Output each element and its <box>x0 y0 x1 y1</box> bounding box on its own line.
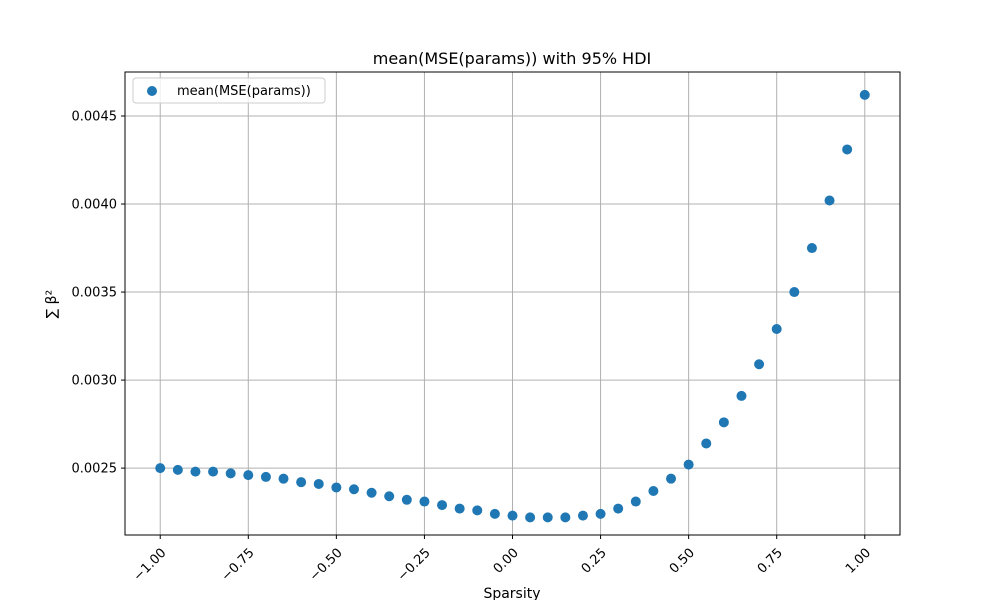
data-point <box>296 477 307 488</box>
data-point <box>313 478 324 489</box>
data-point <box>419 496 430 507</box>
data-points <box>155 89 870 523</box>
data-point <box>771 324 782 335</box>
legend-label: mean(MSE(params)) <box>177 84 311 99</box>
y-tick-label: 0.0035 <box>72 286 118 301</box>
data-point <box>859 89 870 100</box>
legend-marker <box>147 86 157 96</box>
data-point <box>806 243 817 254</box>
data-point <box>348 484 359 495</box>
data-point <box>560 512 571 523</box>
data-point <box>190 466 201 477</box>
data-point <box>507 510 518 521</box>
x-tick-label: −0.75 <box>219 546 258 585</box>
data-point <box>648 485 659 496</box>
y-tick-label: 0.0030 <box>72 374 118 389</box>
x-tick-label: 0.75 <box>755 546 786 577</box>
data-point <box>331 482 342 493</box>
legend: mean(MSE(params)) <box>132 77 326 104</box>
data-point <box>718 417 729 428</box>
data-point <box>278 473 289 484</box>
x-tick-label: 0.25 <box>579 546 610 577</box>
x-axis-label: Sparsity <box>483 586 540 600</box>
data-point <box>595 508 606 519</box>
x-tick-label: −1.00 <box>131 546 170 585</box>
data-point <box>630 496 641 507</box>
data-point <box>437 500 448 511</box>
y-tick-label: 0.0045 <box>72 110 118 125</box>
data-point <box>736 390 747 401</box>
data-point <box>384 491 395 502</box>
data-point <box>577 510 588 521</box>
data-point <box>260 471 271 482</box>
data-point <box>225 468 236 479</box>
data-point <box>401 494 412 505</box>
data-point <box>842 144 853 155</box>
data-point <box>155 463 166 474</box>
data-point <box>701 438 712 449</box>
data-point <box>243 470 254 481</box>
x-tick-label: −0.25 <box>395 546 434 585</box>
x-tick-label: −0.50 <box>307 546 346 585</box>
data-point <box>172 464 183 475</box>
data-point <box>454 503 465 514</box>
data-point <box>208 466 219 477</box>
data-point <box>489 508 500 519</box>
data-point <box>542 512 553 523</box>
x-tick-label: 1.00 <box>843 546 874 577</box>
data-point <box>525 512 536 523</box>
data-point <box>683 459 694 470</box>
data-point <box>366 487 377 498</box>
y-tick-label: 0.0025 <box>72 462 118 477</box>
data-point <box>789 287 800 298</box>
data-point <box>472 505 483 516</box>
y-tick-label: 0.0040 <box>72 198 118 213</box>
y-axis: 0.0025 0.0030 0.0035 0.0040 0.0045 <box>72 110 125 477</box>
x-tick-label: 0.50 <box>667 546 698 577</box>
data-point <box>666 473 677 484</box>
x-axis: −1.00 −0.75 −0.50 −0.25 0.00 0.25 0.50 0.75 1.00 <box>131 535 874 584</box>
x-tick-label: 0.00 <box>491 546 522 577</box>
data-point <box>824 195 835 206</box>
y-axis-label: ∑ β² <box>44 290 60 318</box>
data-point <box>754 359 765 370</box>
chart-title: mean(MSE(params)) with 95% HDI <box>373 49 652 68</box>
data-point <box>613 503 624 514</box>
legend-box <box>132 77 326 104</box>
grid-lines <box>125 72 900 535</box>
